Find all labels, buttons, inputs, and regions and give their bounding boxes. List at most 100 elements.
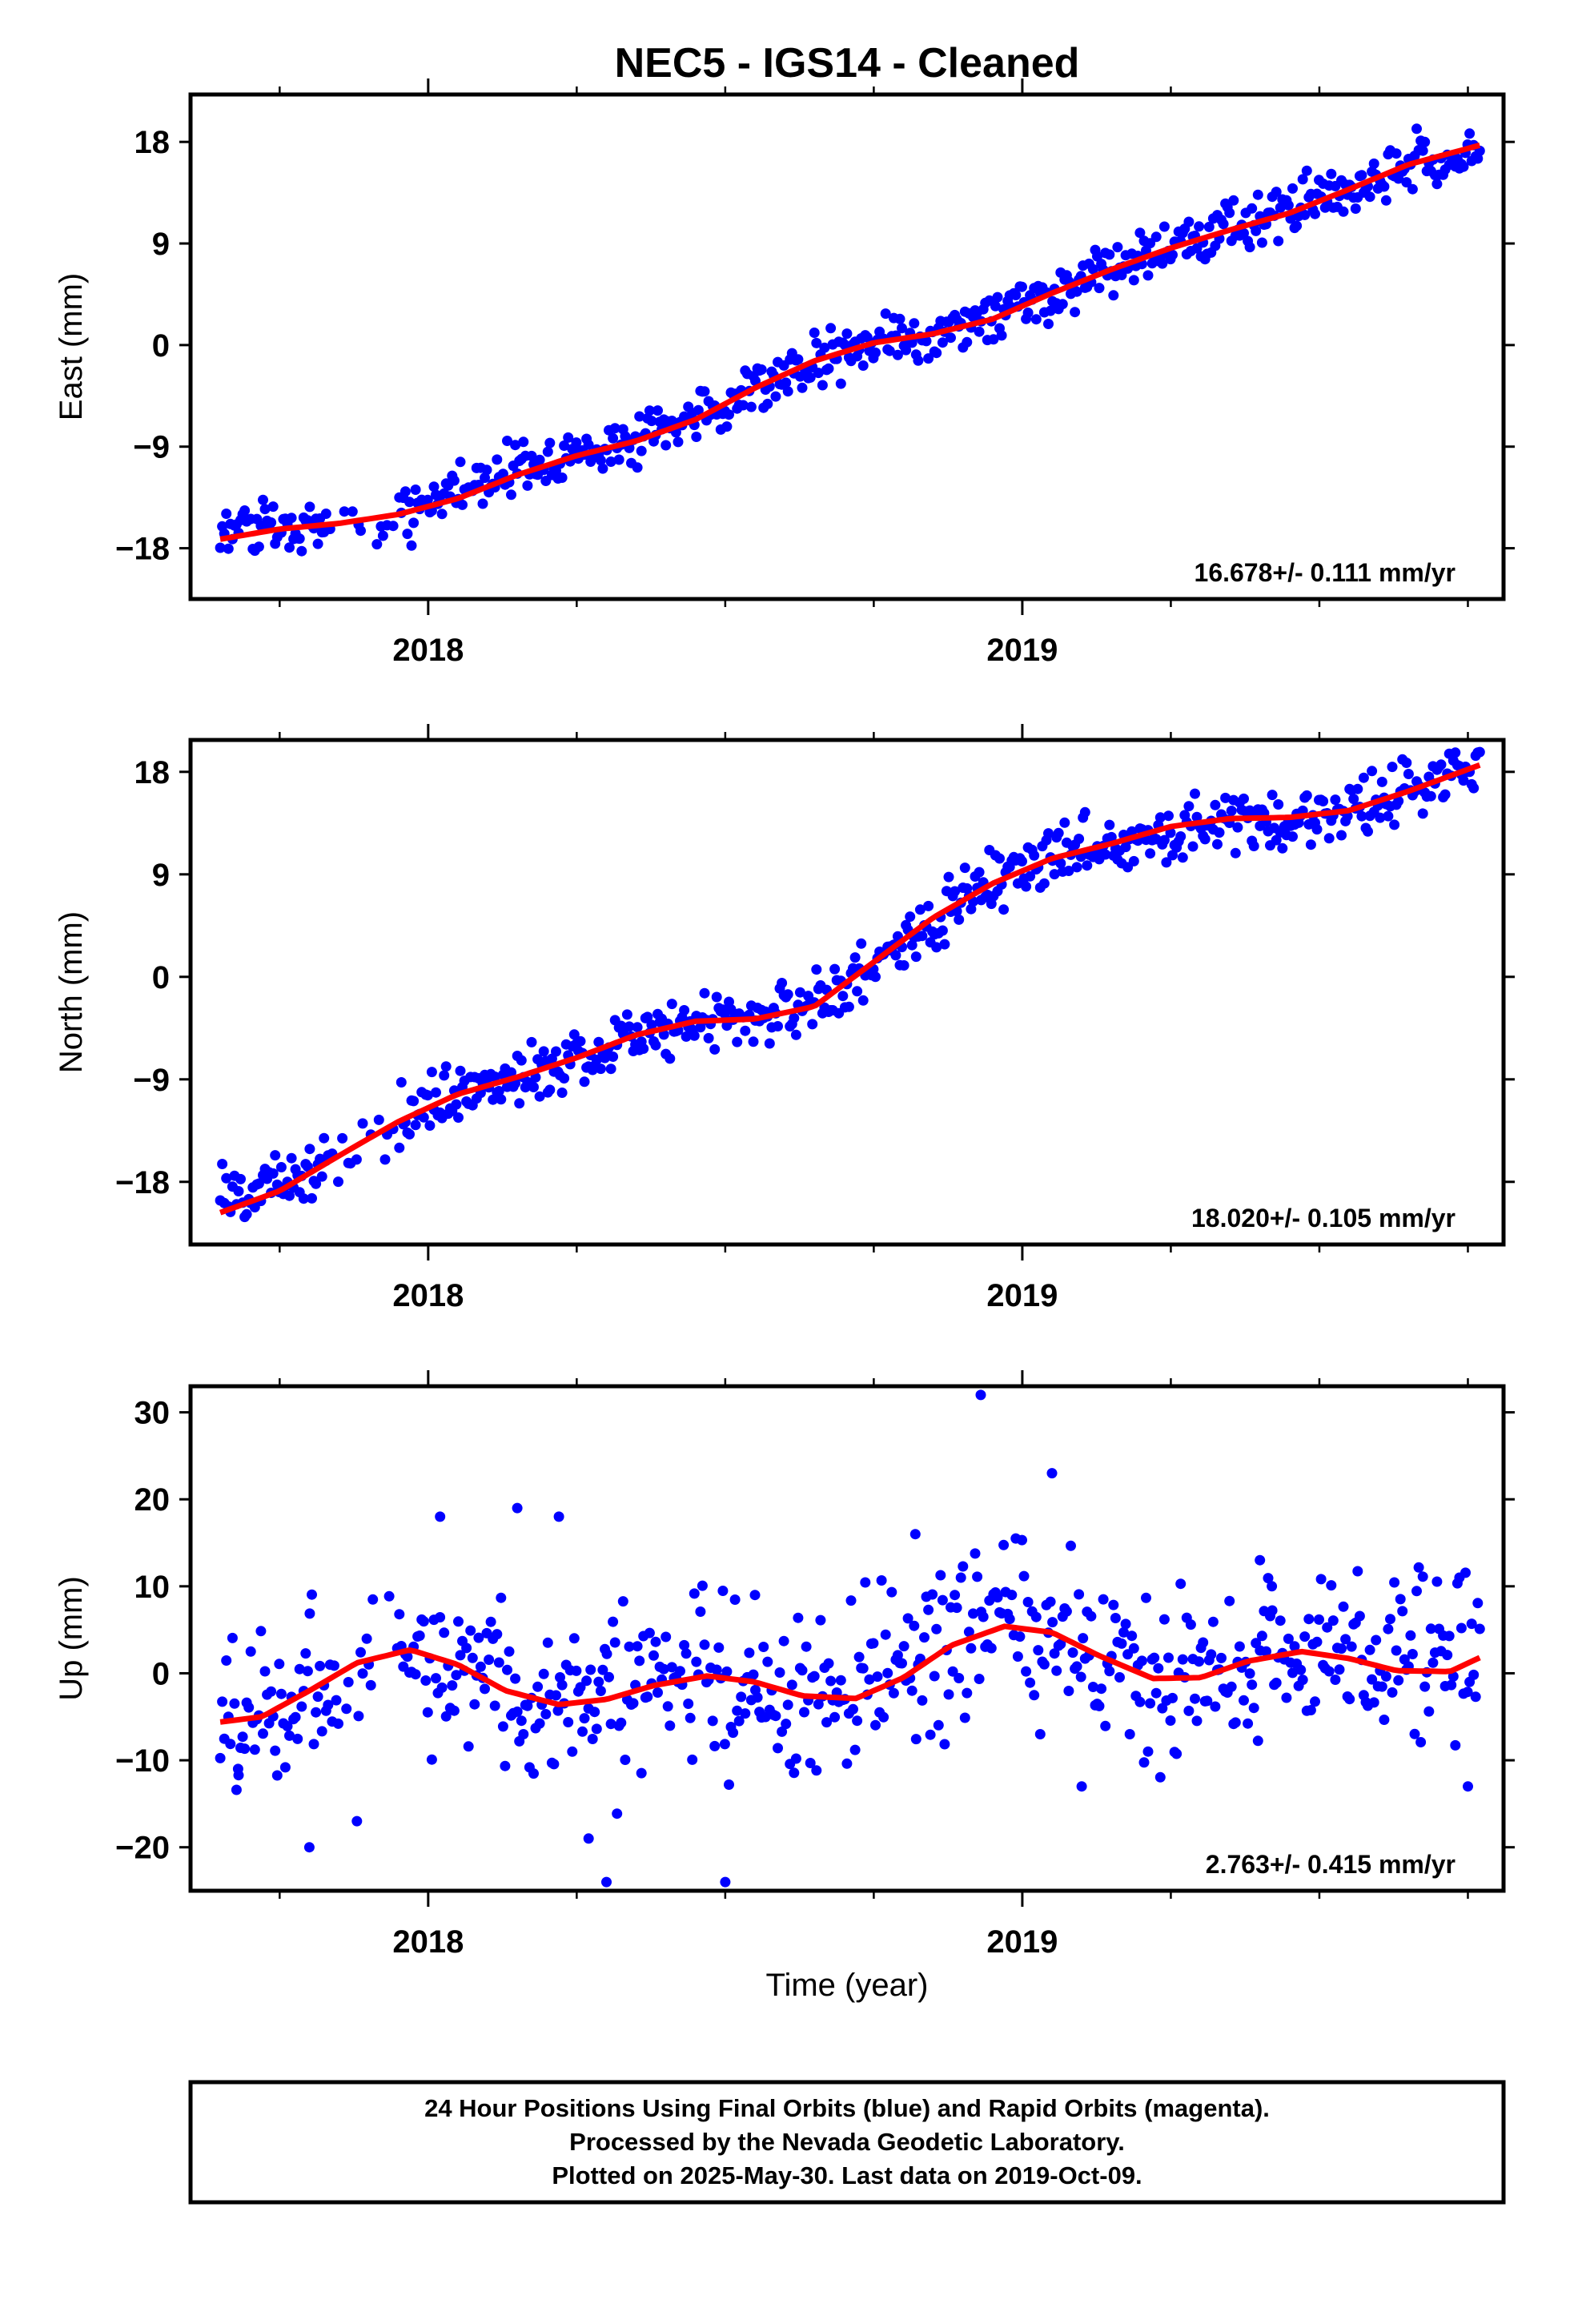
data-point [1244,1668,1255,1679]
data-point [1405,1630,1416,1641]
data-point [1226,1681,1237,1692]
data-point [315,1660,326,1671]
data-point [455,1065,466,1076]
data-point [266,1686,277,1697]
data-point [1161,857,1172,868]
data-point [1190,788,1200,799]
data-point [422,1707,433,1718]
data-point [275,1162,287,1172]
data-point [813,1699,824,1710]
data-point [931,942,942,953]
data-point [1228,195,1239,206]
data-point [665,1053,676,1064]
data-point [497,1721,508,1732]
data-point [544,437,556,448]
data-point [925,1729,936,1740]
data-point [841,1758,853,1769]
outlier-point [303,1842,315,1853]
data-point [777,978,788,988]
data-point [1283,199,1294,211]
data-point [408,1096,420,1107]
data-point [1393,795,1404,806]
data-point [1462,1687,1473,1698]
data-point [770,391,781,402]
data-point [302,1666,313,1677]
data-point [296,1701,307,1712]
data-point [233,1186,244,1196]
data-point [1071,862,1082,873]
y-axis-label: Up (mm) [54,1576,89,1701]
data-point [673,436,684,448]
data-point [394,1142,405,1153]
data-point [721,421,733,432]
x-tick-label: 2019 [986,1278,1058,1313]
data-point [534,1718,545,1729]
data-point [217,1159,228,1169]
data-point [666,999,677,1010]
data-point [1247,1679,1258,1691]
data-point [898,1641,909,1652]
data-point [835,378,846,389]
y-tick-label: 0 [152,960,170,995]
data-point [1100,1720,1111,1731]
outlier-point [749,1590,761,1601]
outlier-point [1267,1581,1278,1592]
data-point [689,1030,700,1041]
data-point [1385,1614,1395,1625]
data-point [1025,870,1036,882]
y-tick-label: 9 [152,227,170,262]
data-point [1075,1671,1086,1683]
data-point [497,468,508,480]
data-point [699,987,710,999]
data-point [1387,1687,1398,1698]
data-point [872,1671,883,1683]
data-point [343,1677,354,1687]
data-point [351,1154,362,1165]
data-point [333,1176,343,1188]
data-point [571,1665,582,1676]
data-point [679,1005,690,1015]
data-point [646,1019,657,1031]
data-point [271,1770,283,1781]
data-point [337,1132,348,1144]
data-point [1380,1671,1391,1682]
data-point [632,462,643,473]
data-point [502,436,512,446]
data-point [1281,1692,1292,1703]
data-point [968,1608,978,1619]
data-point [1411,1586,1422,1597]
data-point [852,986,863,997]
data-point [1194,221,1205,232]
data-point [992,292,1003,303]
data-point [568,1633,580,1644]
y-axis-label: North (mm) [54,911,89,1073]
data-point [782,1699,793,1711]
data-point [691,1656,702,1667]
y-tick-label: 0 [152,328,170,364]
data-point [1409,1728,1420,1739]
data-point [1224,1595,1235,1606]
data-point [286,513,297,524]
data-point [1216,1652,1227,1663]
data-point [1074,834,1085,844]
data-point [1311,824,1323,835]
data-point [1474,1623,1485,1634]
data-point [1086,1610,1097,1622]
data-point [1157,1703,1168,1714]
data-point [1248,841,1259,851]
data-point [1356,810,1367,822]
data-point [1051,1665,1062,1676]
data-point [1045,305,1056,316]
data-point [1395,1594,1406,1605]
data-point [1191,811,1203,822]
data-point [1252,1735,1263,1747]
data-point [284,542,295,553]
data-point [665,1720,676,1731]
data-point [556,1679,568,1691]
data-point [897,1658,907,1669]
data-point [410,485,421,495]
x-tick-label: 2018 [392,633,464,668]
data-point [1305,1705,1316,1715]
data-point [974,1674,985,1684]
data-point [604,1671,614,1683]
